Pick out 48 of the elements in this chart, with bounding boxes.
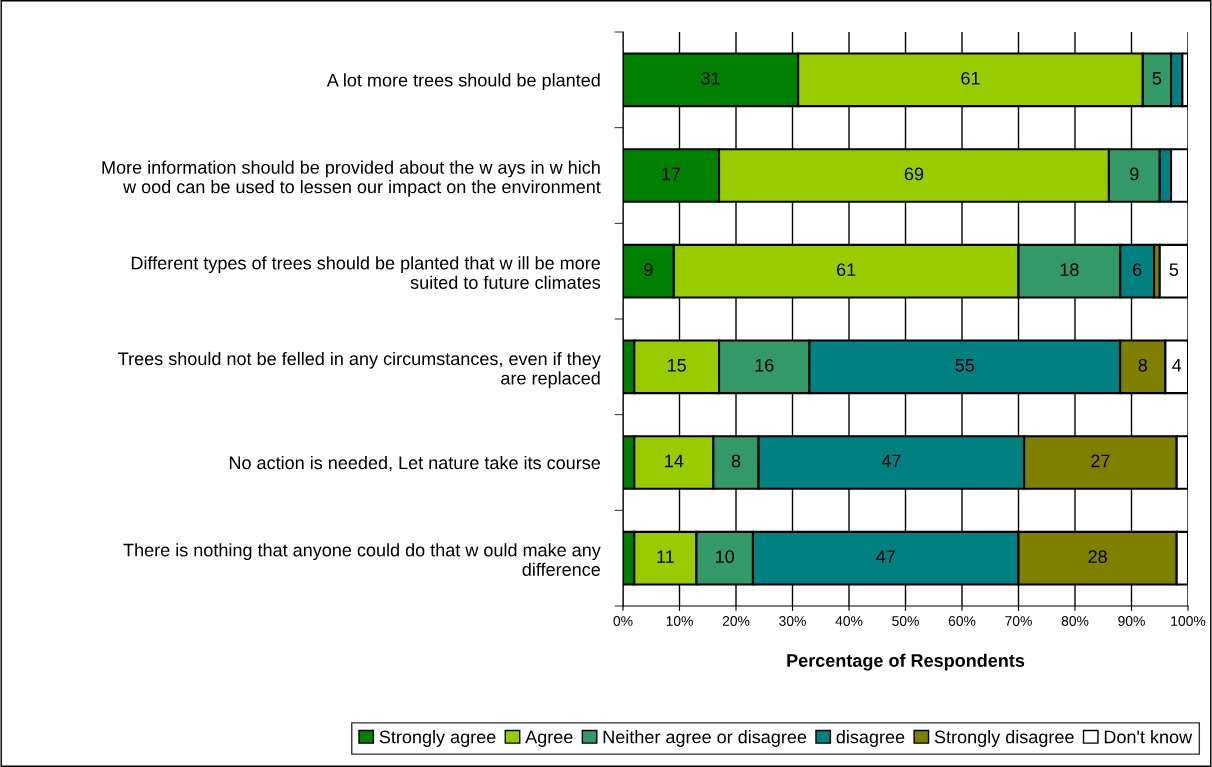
x-tick-label: 80%	[1061, 616, 1089, 626]
data-label: 9	[1130, 167, 1139, 181]
legend-label: disagree	[836, 730, 905, 747]
legend-label: Strongly agree	[379, 730, 496, 747]
x-tick-label: 40%	[835, 616, 863, 626]
data-label: 61	[961, 71, 980, 85]
data-label: 16	[755, 358, 774, 372]
data-label: 11	[657, 550, 674, 563]
x-tick-label: 10%	[666, 616, 693, 626]
y-tick-label: Different types of trees should be planted that w ill be more suited to future climates	[131, 256, 601, 289]
data-label: 55	[955, 359, 975, 372]
data-label: 5	[1152, 72, 1162, 85]
data-label: 47	[876, 550, 895, 563]
x-tick-label: 0%	[613, 616, 633, 626]
x-tick-label: 100%	[1171, 616, 1206, 626]
legend-label: Strongly disagree	[934, 730, 1074, 747]
data-label: 28	[1088, 550, 1107, 564]
data-label: 10	[716, 550, 735, 564]
x-tick-label: 30%	[779, 616, 806, 626]
x-tick-label: 20%	[722, 616, 750, 626]
data-label: 14	[665, 454, 684, 468]
x-tick-label: 70%	[1005, 616, 1032, 626]
data-label: 47	[881, 454, 901, 468]
data-label: 61	[837, 263, 856, 277]
x-tick-label: 90%	[1118, 616, 1145, 626]
legend-label: Agree	[525, 730, 573, 747]
data-label: 8	[731, 454, 741, 468]
data-label: 5	[1169, 263, 1179, 277]
y-tick-label: A lot more trees should be planted	[326, 73, 600, 91]
y-tick-label: Trees should not be felled in any circumstances, even if they are replaced	[118, 351, 601, 389]
data-label: 8	[1138, 358, 1148, 372]
data-label: 17	[662, 167, 681, 181]
data-label: 31	[701, 71, 720, 85]
legend-label: Don't know	[1104, 730, 1193, 744]
y-tick-label: There is nothing that anyone could do that w ould make any difference	[123, 543, 601, 576]
data-label: 9	[644, 263, 653, 277]
data-label: 27	[1091, 454, 1110, 468]
data-label: 15	[668, 359, 686, 372]
data-label: 18	[1060, 263, 1079, 277]
data-label: 6	[1133, 263, 1142, 277]
x-axis-title: Percentage of Respondents	[787, 653, 1025, 671]
x-tick-label: 60%	[948, 616, 976, 626]
data-label: 4	[1172, 359, 1182, 372]
x-tick-label: 50%	[892, 616, 919, 626]
legend-label: Neither agree or disagree	[603, 730, 807, 747]
y-tick-label: More information should be provided about the w ays in w hich w ood can be used to lessen our impact on the environment	[102, 160, 601, 197]
data-label: 69	[904, 167, 924, 181]
y-tick-label: No action is needed, Let nature take its course	[229, 455, 600, 472]
